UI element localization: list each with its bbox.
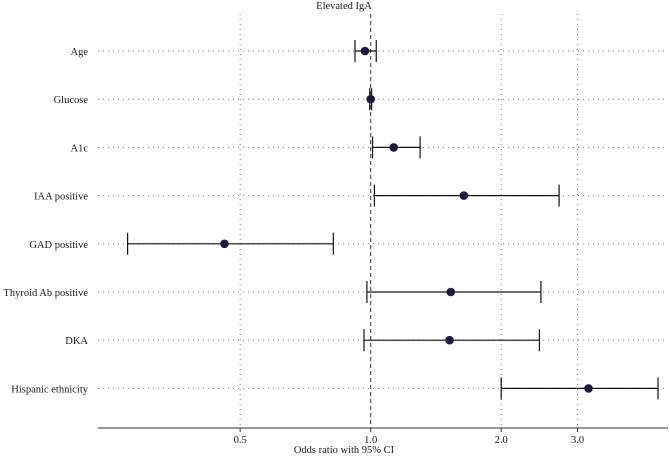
grid-lines <box>239 14 579 428</box>
chart-title: Elevated IgA <box>316 1 372 12</box>
forest-row: IAA positive <box>34 184 668 207</box>
point-estimate <box>360 46 370 56</box>
row-label: A1c <box>71 143 89 154</box>
row-label: Thyroid Ab positive <box>3 288 88 299</box>
point-estimate <box>459 191 469 200</box>
row-label: Age <box>71 47 89 58</box>
point-estimate <box>366 94 375 104</box>
point-estimate <box>584 384 593 393</box>
x-tick-label: 3.0 <box>571 435 584 446</box>
point-estimate <box>446 287 456 297</box>
x-axis-ticks: 0.5 1.0 2.0 3.0 <box>234 428 584 446</box>
row-label: IAA positive <box>34 192 88 203</box>
forest-row: Age <box>71 40 668 62</box>
forest-row: DKA <box>65 329 668 352</box>
forest-row: A1c <box>71 136 668 159</box>
x-tick-label: 0.5 <box>234 435 247 446</box>
forest-row: Glucose <box>54 88 668 111</box>
row-label: DKA <box>65 336 88 347</box>
x-tick-label: 2.0 <box>495 435 508 446</box>
point-estimate <box>445 335 454 345</box>
point-estimate <box>389 143 398 152</box>
forest-rows: Age Glucose A1c IAA positive GAD positive Thy… <box>3 40 668 400</box>
forest-row: Hispanic ethnicity <box>11 377 668 400</box>
row-label: GAD positive <box>29 240 88 251</box>
row-label: Glucose <box>54 95 89 106</box>
forest-row: GAD positive <box>29 232 668 255</box>
x-axis-label: Odds ratio with 95% CI <box>294 445 395 456</box>
x-tick-label: 1.0 <box>364 435 377 446</box>
point-estimate <box>220 239 229 249</box>
row-label: Hispanic ethnicity <box>11 384 88 395</box>
forest-row: Thyroid Ab positive <box>3 281 668 303</box>
